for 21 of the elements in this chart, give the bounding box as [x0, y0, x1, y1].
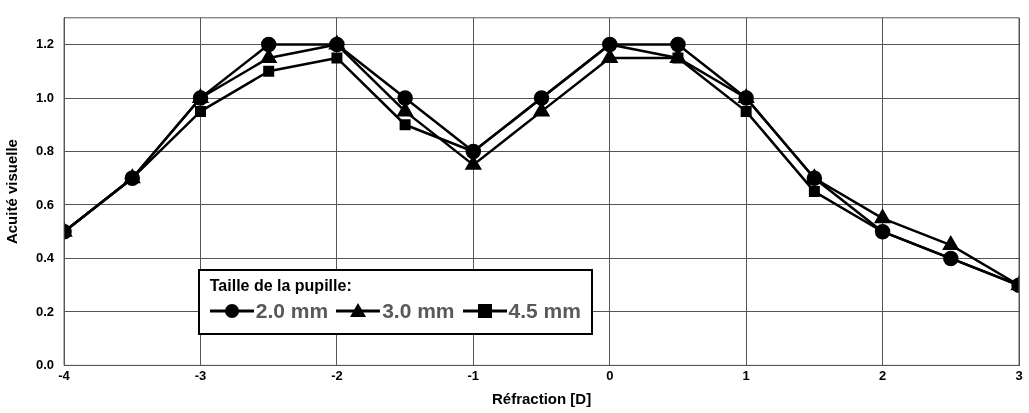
x-axis-title: Réfraction [D]	[491, 390, 592, 408]
x-tick-label: 0	[606, 367, 614, 383]
x-tick-label: -2	[331, 367, 343, 383]
legend-title: Taille de la pupille:	[209, 277, 353, 296]
x-tick-label: -4	[58, 367, 71, 383]
x-tick-label: -1	[467, 367, 480, 383]
y-tick-label: 0.4	[35, 250, 55, 266]
y-tick-label: 1.2	[35, 36, 55, 52]
y-tick-label: 1.0	[35, 89, 55, 105]
x-tick-label: -3	[194, 367, 207, 383]
y-axis-title: Acuité visuelle	[3, 139, 21, 245]
x-tick-label: 2	[878, 367, 887, 383]
legend-label: 3.0 mm	[382, 299, 455, 324]
y-tick-label: 0.0	[35, 356, 55, 372]
x-tick-label: 1	[742, 367, 750, 383]
y-tick-label: 0.2	[35, 303, 55, 319]
y-tick-label: 0.6	[35, 196, 55, 212]
x-tick-label: 3	[1015, 367, 1023, 383]
y-tick-label: 0.8	[35, 143, 55, 159]
legend-label: 2.0 mm	[255, 299, 329, 324]
legend-label: 4.5 mm	[508, 299, 581, 324]
